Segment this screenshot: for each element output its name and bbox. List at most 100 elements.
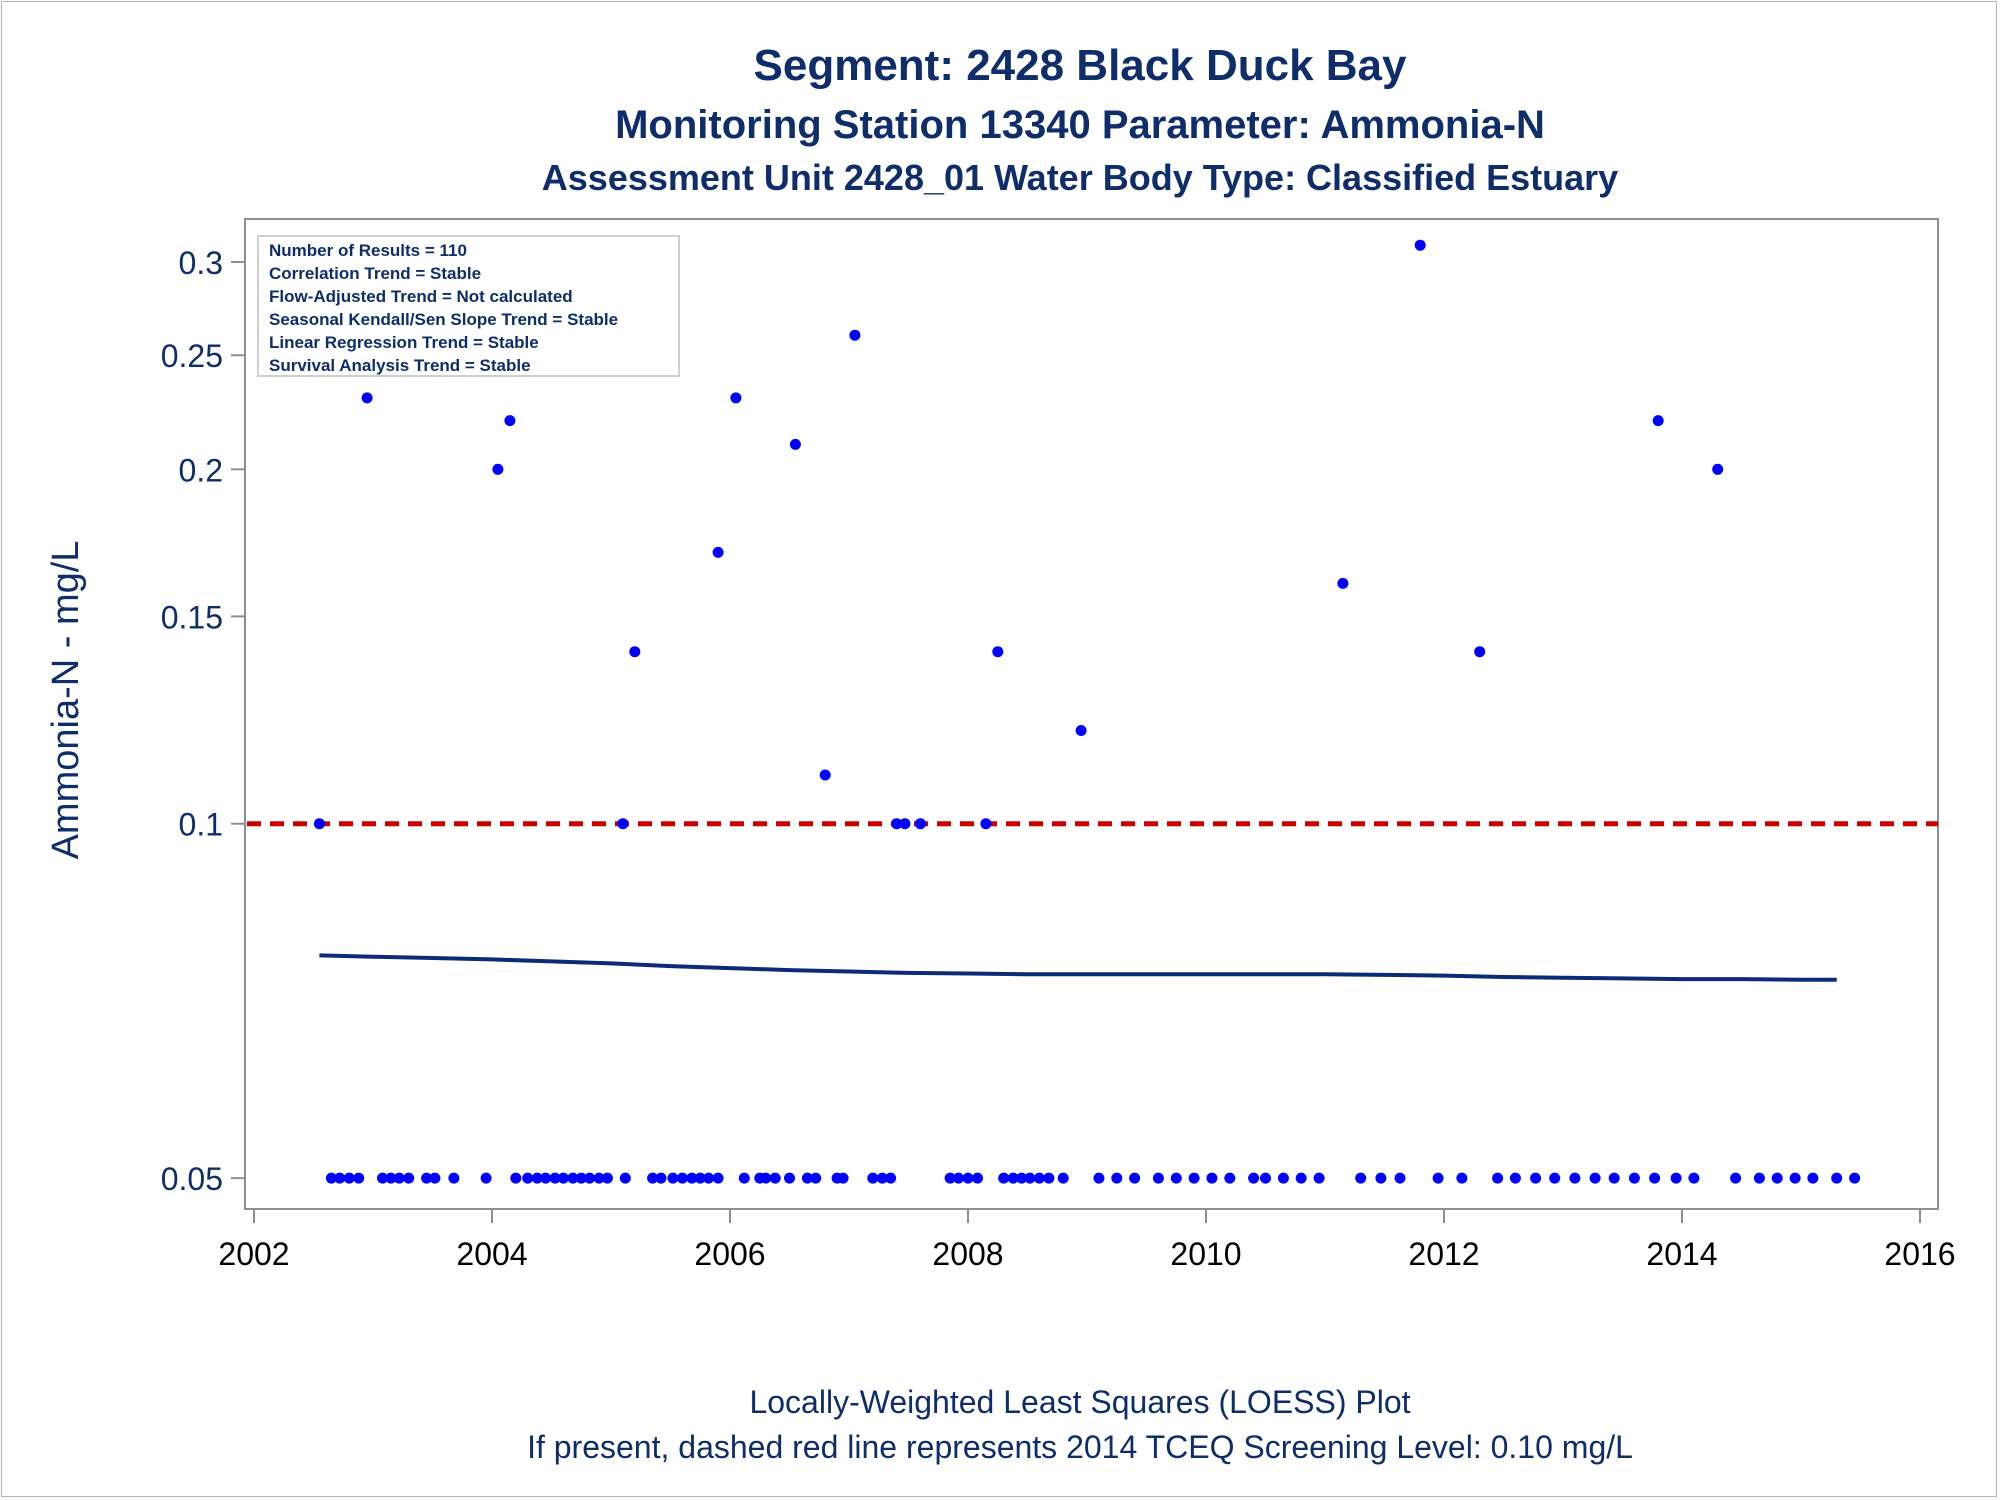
data-point [1355,1172,1367,1184]
data-point [712,1172,724,1184]
data-point [1712,463,1724,475]
y-axis: 0.05 0.1 0.15 0.2 0.25 0.3 [161,245,245,1197]
data-point [1549,1172,1561,1184]
data-point [891,818,903,830]
data-point [325,1172,337,1184]
data-point [837,1172,849,1184]
data-point [1260,1172,1271,1184]
loess-trend-line [319,953,1837,982]
data-point [557,1172,569,1184]
data-point [1007,1172,1019,1184]
data-point [429,1172,441,1184]
data-point [867,1172,879,1184]
data-point [876,1172,888,1184]
data-point [522,1172,534,1184]
info-line-6: Survival Analysis Trend = Stable [269,356,531,375]
x-tick-label: 2010 [1170,1236,1241,1272]
data-point [998,1172,1010,1184]
data-point [601,1172,613,1184]
data-point [575,1172,587,1184]
data-point [1730,1172,1742,1184]
data-point [1670,1172,1682,1184]
x-tick-label: 2006 [694,1236,765,1272]
data-point [1188,1172,1200,1184]
data-point [1652,415,1664,427]
title-line-3: Assessment Unit 2428_01 Water Body Type:… [542,157,1618,198]
y-tick-label: 0.1 [179,807,223,843]
data-point [1509,1172,1521,1184]
data-point [619,1172,631,1184]
data-point [393,1172,405,1184]
data-point [712,546,724,558]
data-point [492,463,504,475]
data-point [593,1172,605,1184]
info-line-1: Number of Results = 110 [269,241,467,260]
data-point [1394,1172,1406,1184]
data-point [899,818,911,830]
x-tick-label: 2016 [1884,1236,1955,1272]
data-point [1474,646,1486,658]
data-point [849,329,861,341]
data-point [760,1172,772,1184]
data-point [647,1172,659,1184]
data-point [1206,1172,1218,1184]
data-point [361,392,373,404]
footnote-1: Locally-Weighted Least Squares (LOESS) P… [749,1384,1410,1420]
data-point [510,1172,522,1184]
data-point [1530,1172,1542,1184]
data-point [549,1172,561,1184]
data-point [789,438,801,450]
data-point [334,1172,346,1184]
data-point [1771,1172,1783,1184]
data-point [1295,1172,1307,1184]
data-point [584,1172,596,1184]
data-point [914,818,926,830]
data-point [1075,725,1087,736]
data-points [313,239,1861,1184]
data-point [962,1172,974,1184]
y-tick-label: 0.05 [161,1161,223,1197]
x-tick-label: 2002 [218,1236,289,1272]
data-point [1024,1172,1036,1184]
data-point [1277,1172,1289,1184]
data-point [313,818,325,830]
data-point [1807,1172,1819,1184]
data-point [1753,1172,1765,1184]
info-box: Number of Results = 110 Correlation Tren… [257,235,680,377]
data-point [769,1172,781,1184]
footnote-2: If present, dashed red line represents 2… [527,1429,1633,1465]
data-point [480,1172,492,1184]
info-line-2: Correlation Trend = Stable [269,264,481,283]
data-point [1170,1172,1182,1184]
data-point [953,1172,964,1184]
data-point [1093,1172,1105,1184]
data-point [1033,1172,1045,1184]
data-point [617,818,629,830]
data-point [1057,1172,1069,1184]
data-point [1152,1172,1164,1184]
data-point [1248,1172,1260,1184]
data-point [667,1172,679,1184]
data-point [1414,239,1426,251]
data-point [992,646,1004,658]
y-axis-label: Ammonia-N - mg/L [45,541,87,860]
data-point [1016,1172,1028,1184]
x-axis: 2002 2004 2006 2008 2010 2012 2014 2016 [218,1209,1956,1272]
x-tick-label: 2014 [1646,1236,1717,1272]
data-point [531,1172,543,1184]
data-point [694,1172,706,1184]
y-tick-label: 0.25 [161,338,223,374]
data-point [540,1172,552,1184]
data-point [1456,1172,1468,1184]
data-point [421,1172,433,1184]
data-point [1628,1172,1640,1184]
data-point [385,1172,397,1184]
data-point [980,818,992,830]
data-point [819,769,831,781]
data-point [885,1172,897,1184]
info-line-4: Seasonal Kendall/Sen Slope Trend = Stabl… [269,310,618,329]
data-point [1831,1172,1843,1184]
data-point [377,1172,388,1184]
